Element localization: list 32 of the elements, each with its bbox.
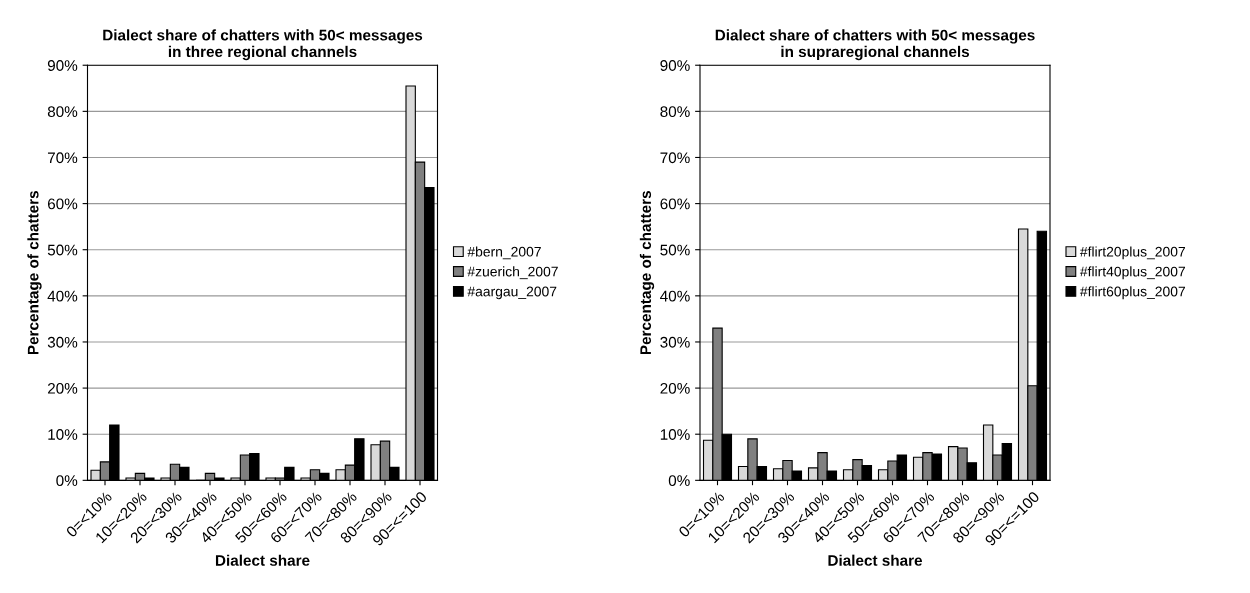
y-tick-label: 20% [660,382,690,394]
y-tick-label: 70% [47,152,78,164]
legend-label: #bern_2007 [467,246,541,260]
y-tick-label: 60% [47,198,78,210]
y-tick-label: 30% [660,336,690,348]
y-tick-label: 50% [47,244,78,256]
chart-title: Dialect share of chatters with 50< messages in three regional channels [103,29,423,61]
legend-label: #zuerich_2007 [467,266,558,280]
y-axis-title: Percentage of chatters [27,191,42,355]
legend-label: #flirt40plus_2007 [1079,266,1185,280]
y-tick-label: 10% [48,429,78,440]
legend-label: #flirt20plus_2007 [1079,246,1185,260]
y-tick-label: 30% [47,336,78,348]
y-tick-label: 80% [660,106,690,118]
y-tick-label: 60% [660,198,690,210]
y-tick-label: 0% [668,475,690,487]
y-axis-title: Percentage of chatters [639,191,655,355]
y-tick-label: 40% [47,290,78,302]
x-axis-title: Dialect share [828,554,923,566]
y-tick-label: 0% [56,475,78,487]
legend-label: #aargau_2007 [467,286,557,300]
y-tick-label: 40% [660,290,690,302]
legend-label: #flirt60plus_2007 [1079,286,1185,300]
x-axis-title: Dialect share [215,554,310,566]
chart-title: Dialect share of chatters with 50< messages in supraregional channels [715,29,1035,61]
y-tick-label: 20% [47,382,78,394]
y-tick-label: 80% [47,106,78,118]
y-tick-label: 90% [660,60,690,71]
y-tick-label: 70% [660,152,690,164]
y-tick-label: 90% [47,60,78,71]
y-tick-label: 10% [660,429,690,440]
y-tick-label: 50% [660,244,690,256]
